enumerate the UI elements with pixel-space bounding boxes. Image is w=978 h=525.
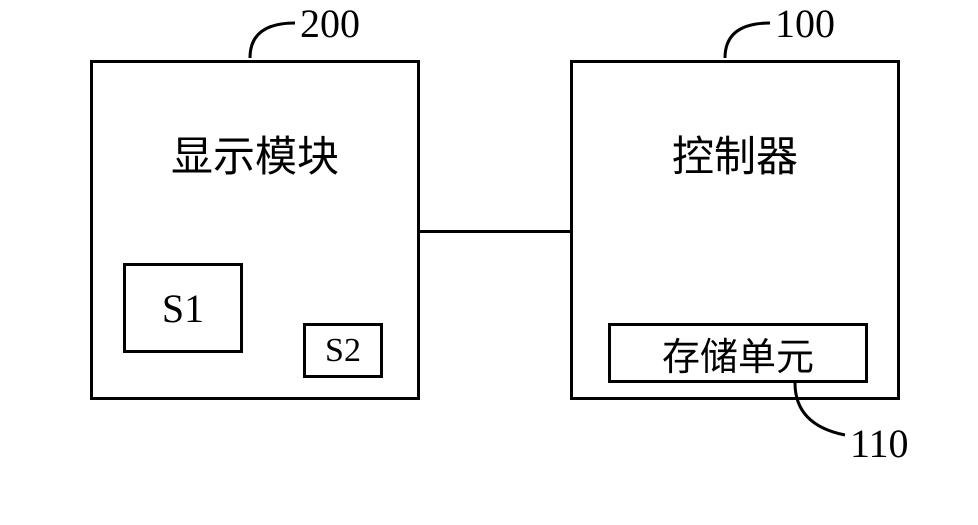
s2-box: S2 — [303, 323, 383, 378]
label-200: 200 — [300, 0, 360, 47]
storage-unit-box: 存储单元 — [608, 323, 868, 383]
display-module-box: 显示模块 S1 S2 — [90, 60, 420, 400]
connector-line — [420, 230, 570, 233]
label-110: 110 — [850, 420, 909, 467]
callout-100 — [720, 8, 780, 63]
s2-label: S2 — [325, 332, 361, 370]
s1-box: S1 — [123, 263, 243, 353]
storage-unit-label: 存储单元 — [662, 326, 814, 381]
display-module-title: 显示模块 — [171, 123, 339, 184]
controller-box: 控制器 存储单元 — [570, 60, 900, 400]
s1-label: S1 — [162, 285, 204, 332]
callout-200 — [245, 8, 305, 63]
controller-title: 控制器 — [672, 123, 798, 184]
label-100: 100 — [775, 0, 835, 47]
